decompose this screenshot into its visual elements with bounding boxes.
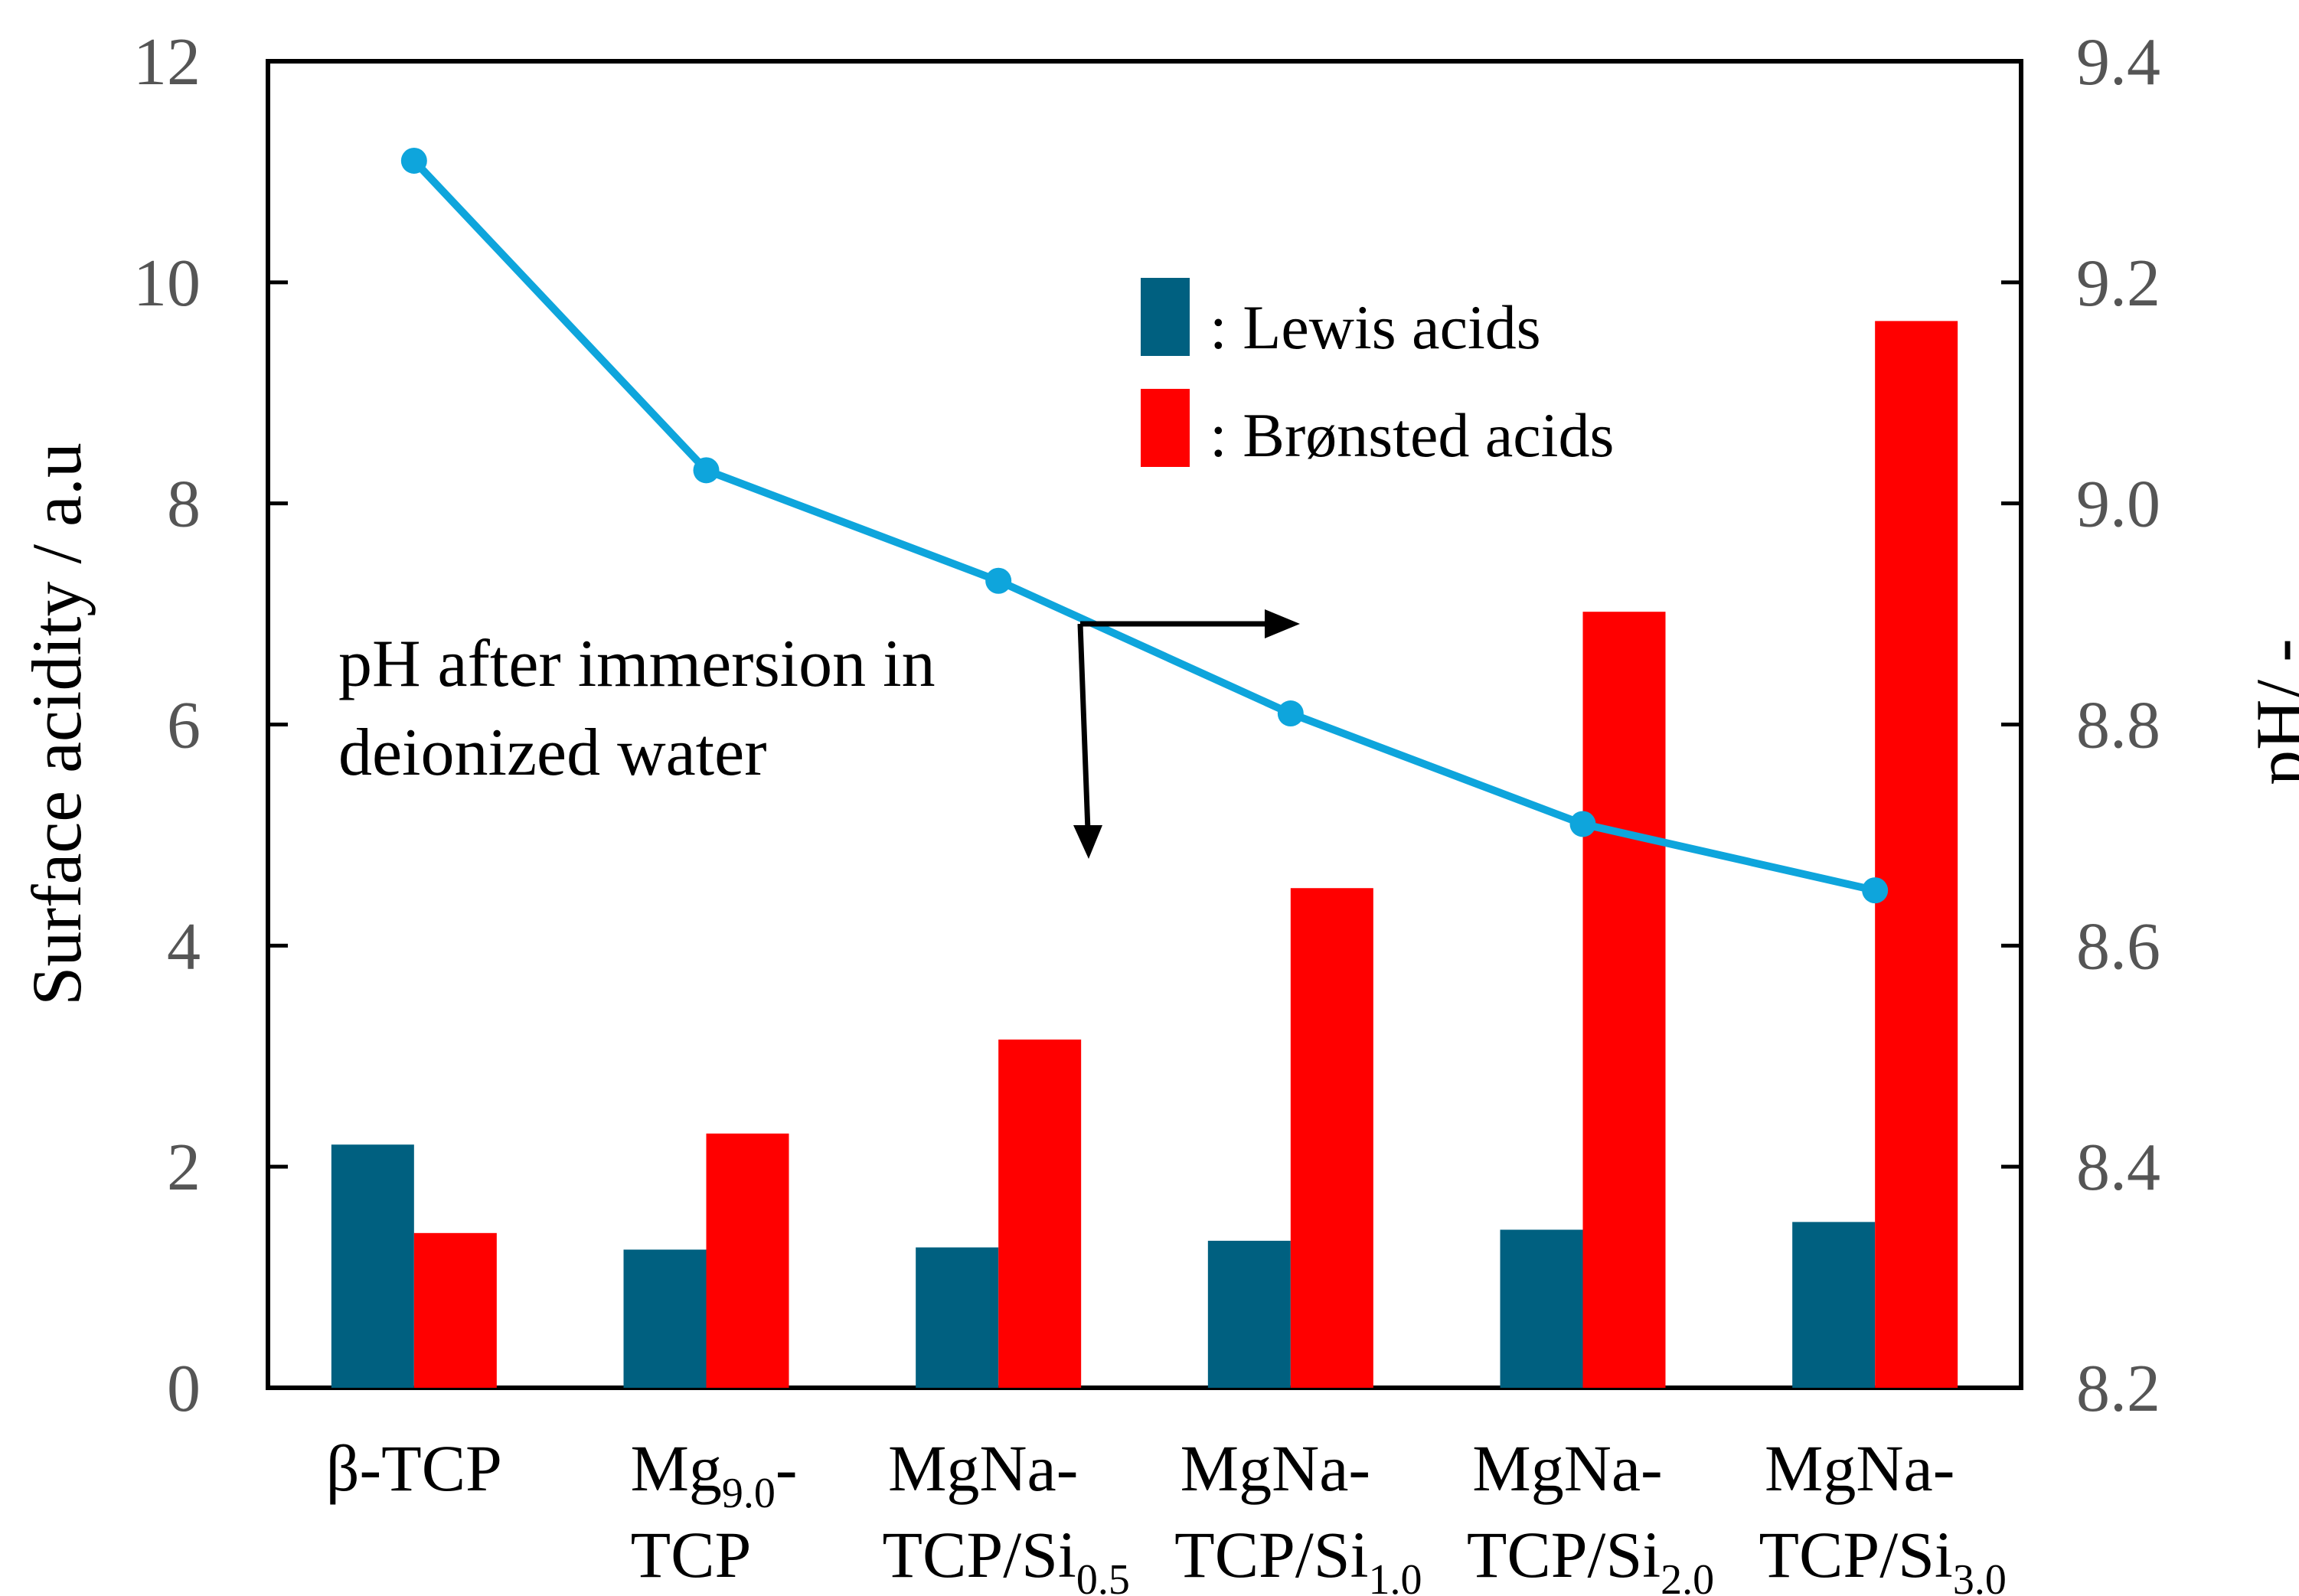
annotation-line-1: pH after immersion in [338, 627, 936, 701]
tick-label-left: 4 [167, 909, 201, 984]
legend: : Lewis acids : Brønsted acids [1141, 278, 1614, 470]
legend-label-lewis: : Lewis acids [1210, 292, 1541, 362]
x-axis-labels: β-TCP Mg9.0-TCP MgNa- TCP/Si0.5 MgNa- TCP/Si1… [326, 1431, 2007, 1596]
annotation-arrowhead-down [1073, 825, 1102, 859]
tick-label-right: 9.2 [2076, 246, 2160, 321]
category-label-line1: Mg9.0- [630, 1431, 797, 1517]
bar-lewis [623, 1249, 707, 1388]
y-axis-left-title: Surface acidity / a.u [18, 442, 96, 1006]
ph-point [1862, 877, 1889, 904]
tick-label-right: 8.2 [2076, 1352, 2160, 1426]
bar-bronsted [998, 1040, 1082, 1388]
tick-label-left: 2 [167, 1131, 201, 1205]
right-axis: 8.2 8.4 8.6 8.8 9.0 9.2 9.4 [2001, 25, 2160, 1426]
bar-lewis [916, 1247, 999, 1388]
ph-line [411, 158, 1876, 895]
bar-bronsted [1290, 888, 1373, 1388]
tick-label-right: 8.6 [2076, 909, 2160, 984]
tick-label-right: 8.8 [2076, 689, 2160, 763]
tick-label-left: 0 [167, 1352, 201, 1426]
tick-label-right: 9.0 [2076, 468, 2160, 542]
tick-label-right: 9.4 [2076, 25, 2160, 100]
ph-point [1277, 700, 1304, 727]
bar-lewis [331, 1144, 414, 1388]
annotation: pH after immersion in deionized water [338, 609, 1300, 859]
left-axis: 0 2 4 6 8 10 12 [133, 25, 288, 1426]
tick-label-left: 8 [167, 468, 201, 542]
category-label-line2: TCP/Si3.0 [1759, 1518, 2006, 1596]
ph-point [1569, 811, 1596, 837]
ph-point [985, 567, 1012, 594]
legend-label-bronsted: : Brønsted acids [1210, 400, 1614, 470]
ph-point [693, 457, 720, 484]
category-label: β-TCP [326, 1431, 502, 1505]
bar-bronsted [1582, 612, 1666, 1388]
category-label-line2: TCP/Si2.0 [1467, 1518, 1714, 1596]
bar-bronsted [1875, 321, 1958, 1389]
category-label-line1: MgNa- [1765, 1431, 1954, 1505]
annotation-arrowhead-right [1265, 609, 1300, 638]
bar-lewis [1792, 1222, 1876, 1388]
bar-lewis [1207, 1240, 1291, 1388]
ph-line-series [400, 147, 1889, 904]
category-label-line1: MgNa- [1181, 1431, 1370, 1505]
annotation-arrow-vertical [1077, 623, 1091, 831]
bar-bronsted [706, 1133, 789, 1388]
annotation-line-2: deionized water [338, 716, 767, 790]
category-label-line2: TCP [631, 1518, 752, 1591]
bar-bronsted [413, 1232, 497, 1388]
y-axis-right-title: pH/ - [2242, 638, 2299, 785]
tick-label-left: 12 [133, 25, 201, 100]
tick-label-right: 8.4 [2076, 1131, 2160, 1205]
category-label-line1: MgNa- [888, 1431, 1078, 1505]
tick-label-left: 10 [133, 246, 201, 321]
category-label-line2: TCP/Si1.0 [1174, 1518, 1422, 1596]
ph-point [400, 147, 427, 174]
tick-label-left: 6 [167, 689, 201, 763]
category-label-line2: TCP/Si0.5 [882, 1518, 1129, 1596]
bars [331, 321, 1958, 1389]
legend-swatch-bronsted [1141, 389, 1190, 467]
bar-lewis [1500, 1229, 1583, 1388]
legend-swatch-lewis [1141, 278, 1190, 356]
category-label-line1: MgNa- [1472, 1431, 1662, 1505]
